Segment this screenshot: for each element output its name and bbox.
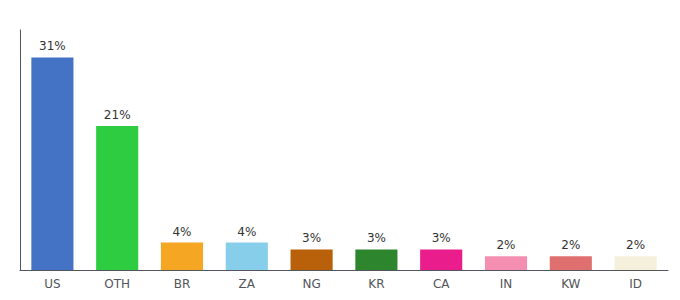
svg-text:2%: 2% bbox=[626, 238, 645, 252]
svg-text:3%: 3% bbox=[432, 231, 451, 245]
svg-text:3%: 3% bbox=[367, 231, 386, 245]
svg-text:4%: 4% bbox=[237, 225, 256, 239]
svg-text:21%: 21% bbox=[104, 108, 131, 122]
svg-text:CA: CA bbox=[433, 277, 450, 291]
svg-text:ID: ID bbox=[629, 277, 642, 291]
svg-text:OTH: OTH bbox=[104, 277, 130, 291]
svg-text:2%: 2% bbox=[496, 238, 515, 252]
svg-text:4%: 4% bbox=[172, 225, 191, 239]
svg-text:KR: KR bbox=[368, 277, 384, 291]
svg-text:US: US bbox=[44, 277, 60, 291]
svg-text:ZA: ZA bbox=[239, 277, 256, 291]
svg-text:KW: KW bbox=[561, 277, 580, 291]
svg-text:IN: IN bbox=[500, 277, 513, 291]
svg-text:BR: BR bbox=[174, 277, 191, 291]
svg-text:3%: 3% bbox=[302, 231, 321, 245]
svg-text:NG: NG bbox=[302, 277, 320, 291]
svg-text:31%: 31% bbox=[39, 39, 66, 53]
svg-text:2%: 2% bbox=[561, 238, 580, 252]
